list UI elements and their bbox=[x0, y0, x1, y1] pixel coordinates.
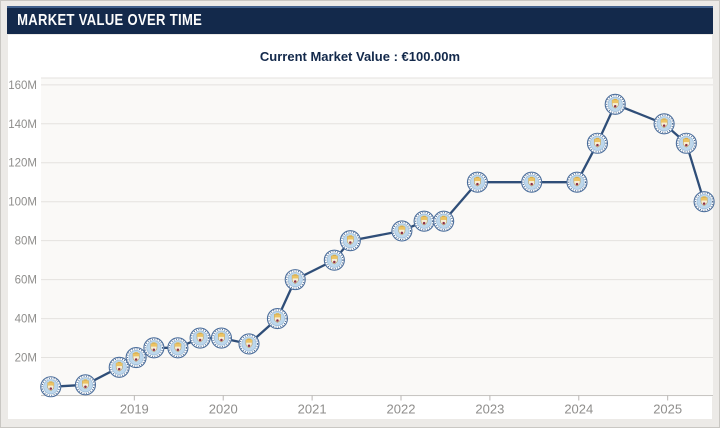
y-axis-label: 160M bbox=[8, 80, 37, 92]
y-axis-label: 60M bbox=[15, 275, 37, 287]
x-axis-label: 2024 bbox=[564, 402, 593, 417]
x-axis-label: 2022 bbox=[387, 402, 416, 417]
market-value-point-badge[interactable] bbox=[144, 338, 164, 358]
x-axis-label: 2020 bbox=[209, 402, 238, 417]
market-value-point-badge[interactable] bbox=[75, 375, 95, 395]
y-axis-label: 120M bbox=[8, 158, 37, 170]
market-value-point-badge[interactable] bbox=[522, 172, 542, 192]
market-value-point-badge[interactable] bbox=[694, 192, 714, 212]
x-axis-label: 2021 bbox=[298, 402, 327, 417]
market-value-point-badge[interactable] bbox=[285, 270, 305, 290]
market-value-point-badge[interactable] bbox=[126, 348, 146, 368]
x-axis-label: 2023 bbox=[475, 402, 504, 417]
market-value-point-badge[interactable] bbox=[587, 133, 607, 153]
market-value-point-badge[interactable] bbox=[567, 172, 587, 192]
market-value-point-badge[interactable] bbox=[676, 133, 696, 153]
market-value-point-badge[interactable] bbox=[267, 309, 287, 329]
x-axis-label: 2025 bbox=[653, 402, 682, 417]
market-value-point-badge[interactable] bbox=[434, 211, 454, 231]
market-value-point-badge[interactable] bbox=[654, 114, 674, 134]
market-value-point-badge[interactable] bbox=[41, 377, 61, 397]
x-axis-label: 2019 bbox=[120, 402, 149, 417]
market-value-point-badge[interactable] bbox=[340, 231, 360, 251]
market-value-point-badge[interactable] bbox=[324, 250, 344, 270]
market-value-point-badge[interactable] bbox=[467, 172, 487, 192]
market-value-point-badge[interactable] bbox=[168, 338, 188, 358]
market-value-point-badge[interactable] bbox=[414, 211, 434, 231]
market-value-point-badge[interactable] bbox=[239, 334, 259, 354]
market-value-point-badge[interactable] bbox=[392, 221, 412, 241]
y-axis-label: 100M bbox=[8, 197, 37, 209]
market-value-point-badge[interactable] bbox=[190, 328, 210, 348]
y-axis-label: 80M bbox=[15, 236, 37, 248]
market-value-point-badge[interactable] bbox=[211, 328, 231, 348]
y-axis-label: 20M bbox=[15, 353, 37, 365]
y-axis-label: 140M bbox=[8, 119, 37, 131]
market-value-point-badge[interactable] bbox=[605, 94, 625, 114]
y-axis-label: 40M bbox=[15, 314, 37, 326]
